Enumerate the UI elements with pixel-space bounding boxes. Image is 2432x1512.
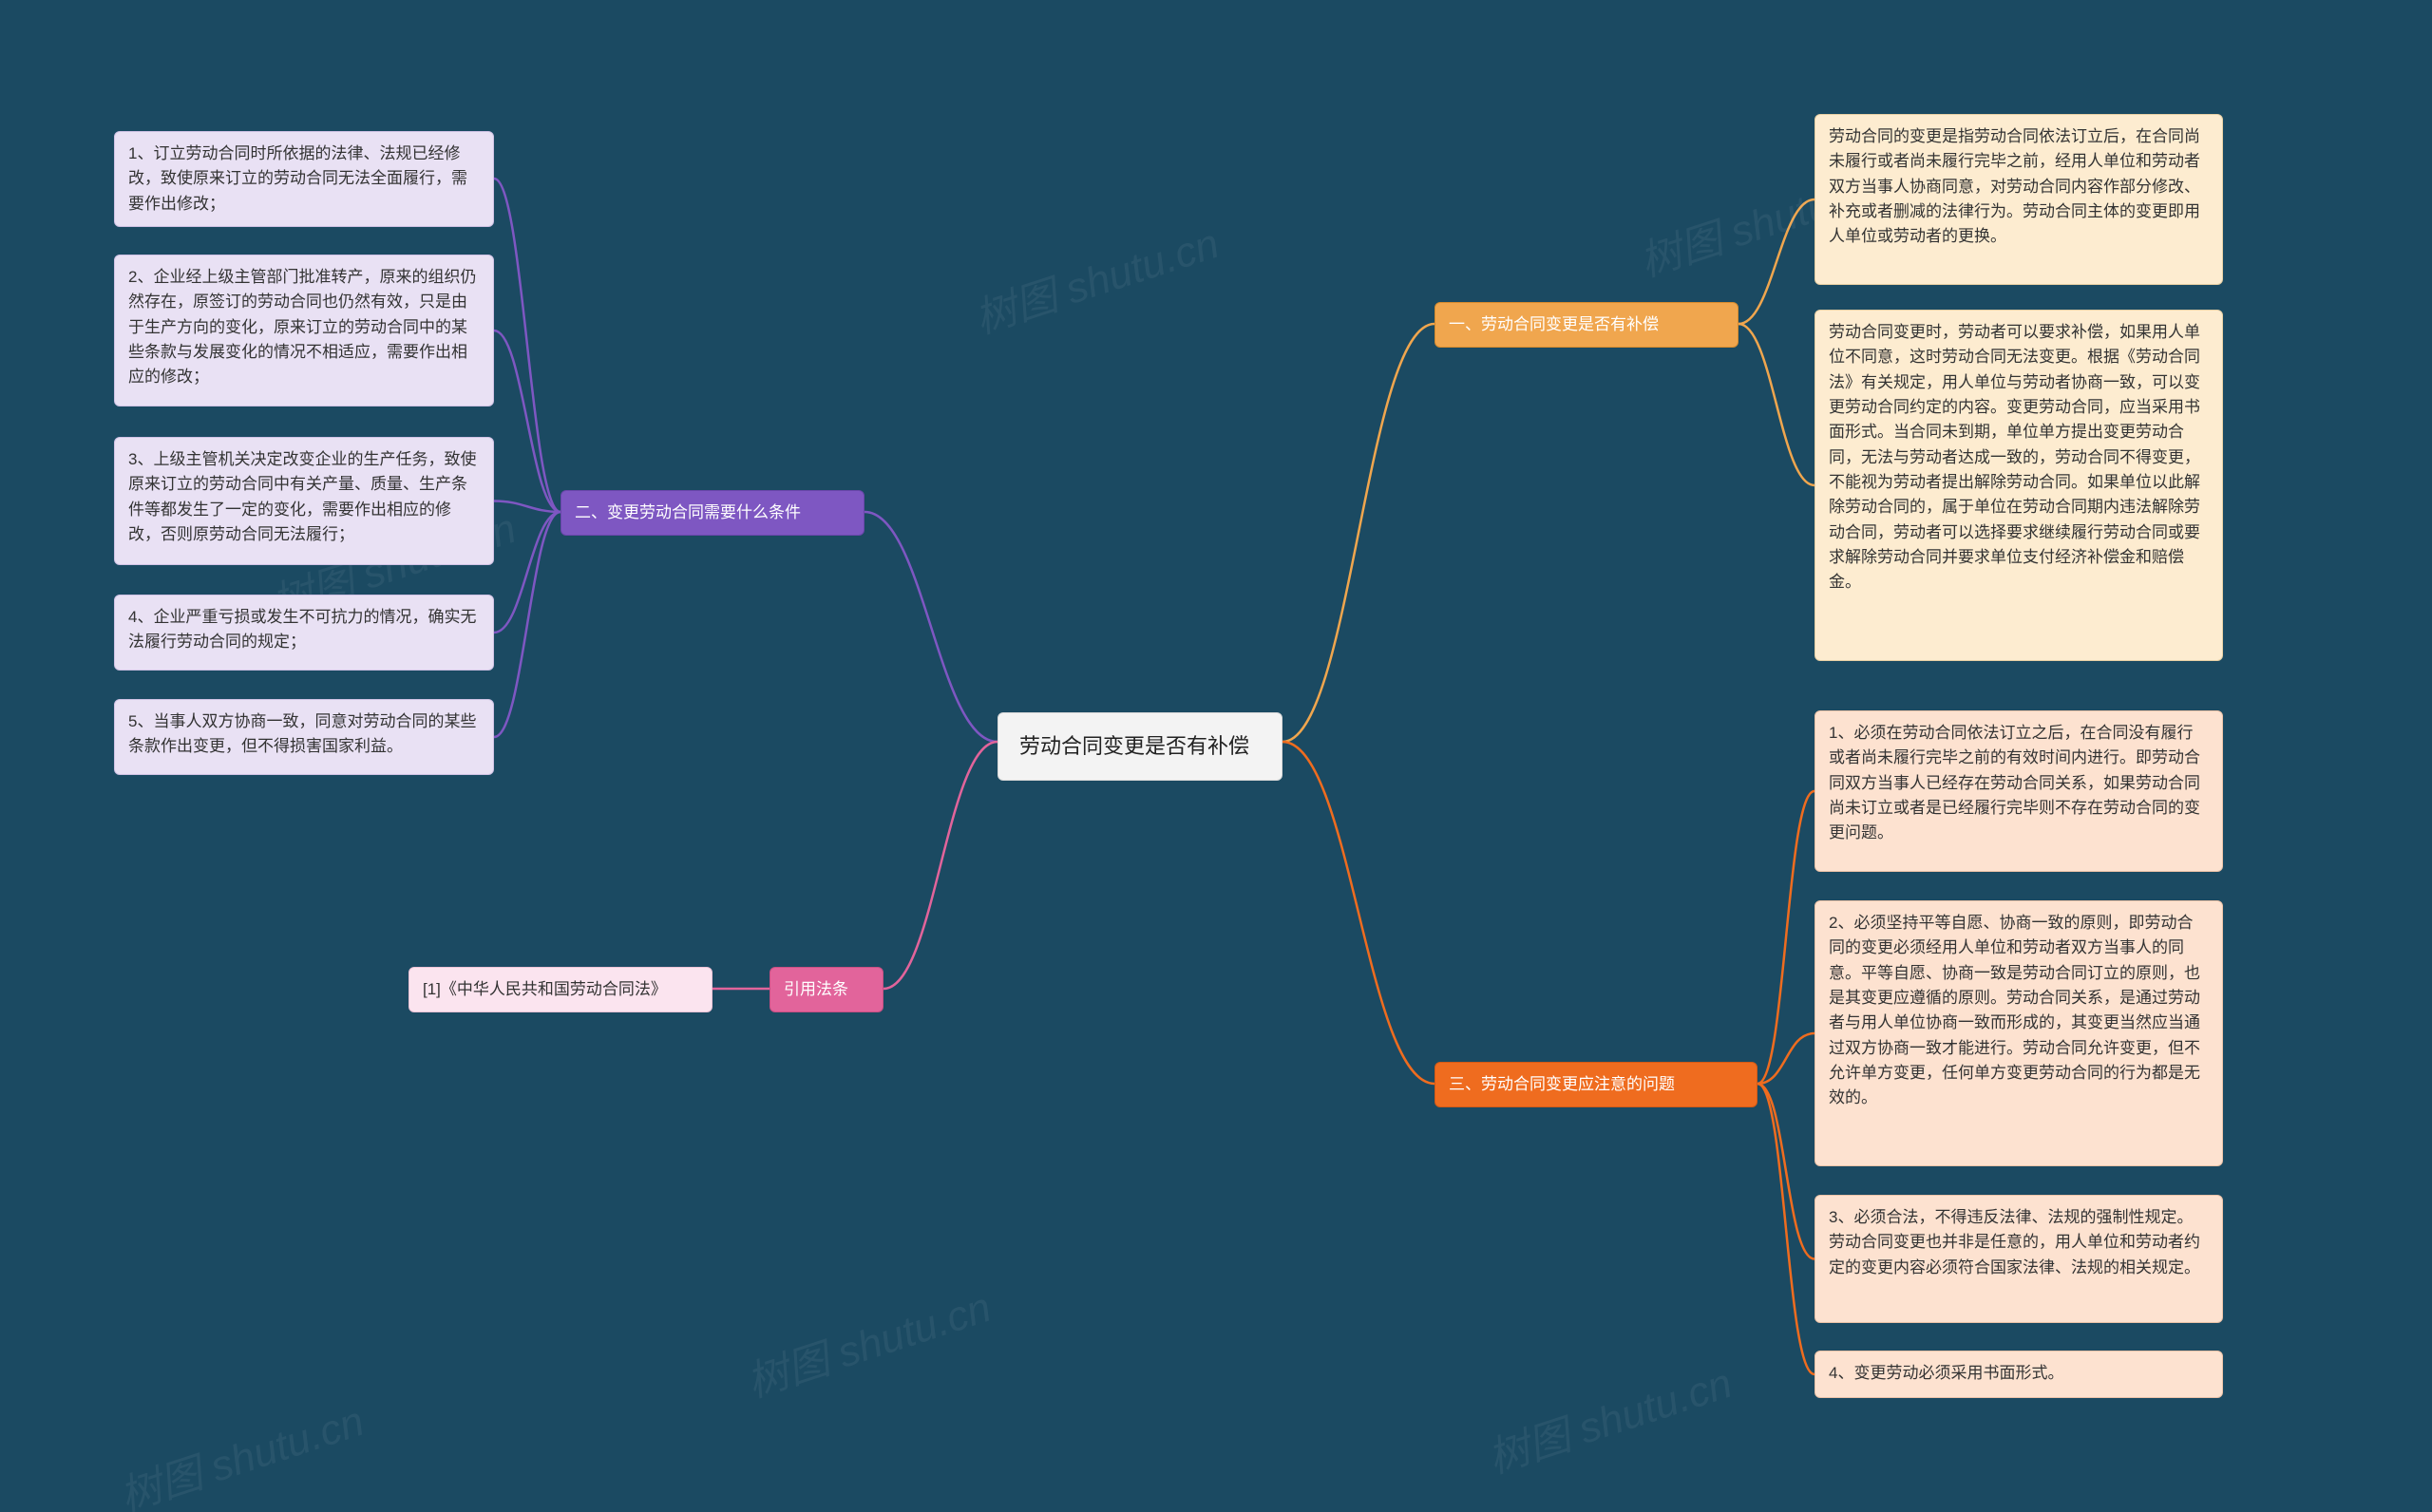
leaf-4a: 1、必须在劳动合同依法订立之后，在合同没有履行或者尚未履行完毕之前的有效时间内进… bbox=[1814, 710, 2223, 872]
leaf-2d-text: 4、企业严重亏损或发生不可抗力的情况，确实无法履行劳动合同的规定； bbox=[128, 608, 476, 651]
leaf-2e-text: 5、当事人双方协商一致，同意对劳动合同的某些条款作出变更，但不得损害国家利益。 bbox=[128, 712, 476, 755]
branch-2: 二、变更劳动合同需要什么条件 bbox=[560, 490, 864, 536]
leaf-2c: 3、上级主管机关决定改变企业的生产任务，致使原来订立的劳动合同中有关产量、质量、… bbox=[114, 437, 494, 565]
leaf-4d-text: 4、变更劳动必须采用书面形式。 bbox=[1829, 1364, 2063, 1382]
branch-3: 引用法条 bbox=[770, 967, 884, 1012]
leaf-4b: 2、必须坚持平等自愿、协商一致的原则，即劳动合同的变更必须经用人单位和劳动者双方… bbox=[1814, 900, 2223, 1166]
leaf-2d: 4、企业严重亏损或发生不可抗力的情况，确实无法履行劳动合同的规定； bbox=[114, 595, 494, 671]
branch-2-label: 二、变更劳动合同需要什么条件 bbox=[575, 503, 801, 521]
leaf-1a: 劳动合同的变更是指劳动合同依法订立后，在合同尚未履行或者尚未履行完毕之前，经用人… bbox=[1814, 114, 2223, 285]
leaf-4a-text: 1、必须在劳动合同依法订立之后，在合同没有履行或者尚未履行完毕之前的有效时间内进… bbox=[1829, 724, 2200, 841]
leaf-2a: 1、订立劳动合同时所依据的法律、法规已经修改，致使原来订立的劳动合同无法全面履行… bbox=[114, 131, 494, 227]
branch-4: 三、劳动合同变更应注意的问题 bbox=[1434, 1062, 1758, 1107]
leaf-3a-text: [1]《中华人民共和国劳动合同法》 bbox=[423, 980, 667, 998]
leaf-2a-text: 1、订立劳动合同时所依据的法律、法规已经修改，致使原来订立的劳动合同无法全面履行… bbox=[128, 144, 467, 213]
leaf-4c: 3、必须合法，不得违反法律、法规的强制性规定。劳动合同变更也并非是任意的，用人单… bbox=[1814, 1195, 2223, 1323]
root-node: 劳动合同变更是否有补偿 bbox=[998, 712, 1282, 781]
leaf-2b-text: 2、企业经上级主管部门批准转产，原来的组织仍然存在，原签订的劳动合同也仍然有效，… bbox=[128, 268, 476, 386]
branch-1-label: 一、劳动合同变更是否有补偿 bbox=[1449, 315, 1659, 333]
leaf-2b: 2、企业经上级主管部门批准转产，原来的组织仍然存在，原签订的劳动合同也仍然有效，… bbox=[114, 255, 494, 406]
leaf-1a-text: 劳动合同的变更是指劳动合同依法订立后，在合同尚未履行或者尚未履行完毕之前，经用人… bbox=[1829, 127, 2200, 245]
leaf-3a: [1]《中华人民共和国劳动合同法》 bbox=[408, 967, 712, 1012]
leaf-4d: 4、变更劳动必须采用书面形式。 bbox=[1814, 1351, 2223, 1398]
leaf-4c-text: 3、必须合法，不得违反法律、法规的强制性规定。劳动合同变更也并非是任意的，用人单… bbox=[1829, 1208, 2200, 1276]
leaf-1b: 劳动合同变更时，劳动者可以要求补偿，如果用人单位不同意，这时劳动合同无法变更。根… bbox=[1814, 310, 2223, 661]
branch-3-label: 引用法条 bbox=[784, 980, 848, 998]
branch-1: 一、劳动合同变更是否有补偿 bbox=[1434, 302, 1738, 348]
branch-4-label: 三、劳动合同变更应注意的问题 bbox=[1449, 1075, 1675, 1093]
leaf-2e: 5、当事人双方协商一致，同意对劳动合同的某些条款作出变更，但不得损害国家利益。 bbox=[114, 699, 494, 775]
leaf-4b-text: 2、必须坚持平等自愿、协商一致的原则，即劳动合同的变更必须经用人单位和劳动者双方… bbox=[1829, 914, 2200, 1106]
root-label: 劳动合同变更是否有补偿 bbox=[1019, 734, 1249, 758]
leaf-1b-text: 劳动合同变更时，劳动者可以要求补偿，如果用人单位不同意，这时劳动合同无法变更。根… bbox=[1829, 323, 2200, 591]
leaf-2c-text: 3、上级主管机关决定改变企业的生产任务，致使原来订立的劳动合同中有关产量、质量、… bbox=[128, 450, 476, 543]
